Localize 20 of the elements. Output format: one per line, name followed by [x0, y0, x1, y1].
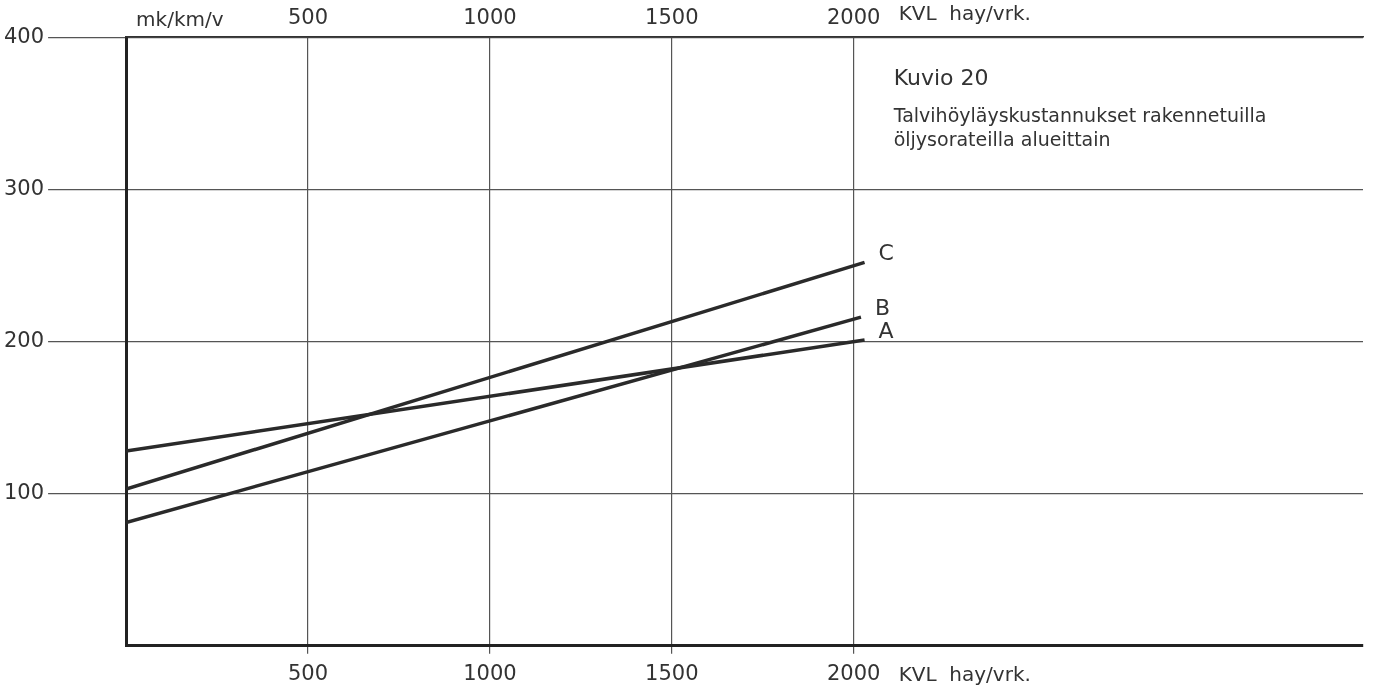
- series-label: B: [874, 294, 891, 320]
- y-tick-label: 100: [3, 480, 45, 505]
- x2-tick-label: 1500: [645, 660, 699, 685]
- series-label: C: [878, 240, 894, 266]
- x2-axis-title: KVL hay/vrk.: [898, 1, 1031, 26]
- x-tick-label: 2000: [826, 5, 881, 30]
- x-axis-title: KVL hay/vrk.: [898, 662, 1031, 686]
- x-tick-label: 500: [287, 5, 329, 30]
- x-tick-label: 1000: [463, 5, 517, 30]
- x-tick-label: 1500: [645, 5, 699, 30]
- x2-tick-label: 500: [287, 660, 329, 685]
- x2-tick-label: 1000: [463, 660, 517, 685]
- text: Talvihöyläyskustannukset rakennetuilla öljysorateilla alueittain: [892, 104, 1267, 151]
- x2-tick-label: 2000: [826, 660, 881, 685]
- y-tick-label: 200: [3, 327, 45, 352]
- y-axis-title: mk/km/v: [136, 7, 224, 32]
- y-tick-label: 400: [3, 23, 45, 48]
- text: Kuvio 20: [893, 64, 989, 90]
- y-tick-label: 300: [3, 175, 45, 200]
- series-label: A: [878, 317, 894, 343]
